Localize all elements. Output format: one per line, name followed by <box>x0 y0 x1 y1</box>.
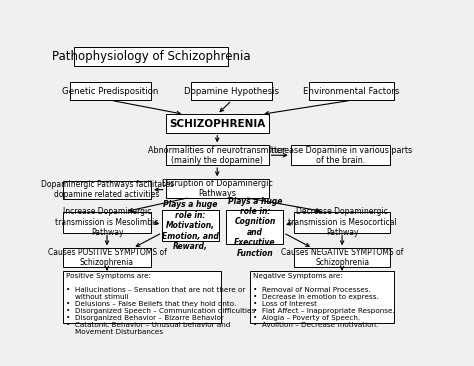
FancyBboxPatch shape <box>63 248 151 266</box>
FancyBboxPatch shape <box>250 271 393 323</box>
Text: Decrease Dopaminergic
transmission is Mesocortical
Pathway: Decrease Dopaminergic transmission is Me… <box>288 207 396 237</box>
FancyBboxPatch shape <box>294 212 390 233</box>
FancyBboxPatch shape <box>227 210 283 244</box>
Text: Genetic Predisposition: Genetic Predisposition <box>63 87 159 96</box>
FancyBboxPatch shape <box>294 248 390 266</box>
FancyBboxPatch shape <box>309 82 393 100</box>
FancyBboxPatch shape <box>63 180 151 199</box>
Text: Abnormalities of neurotransmitter
(mainly the dopamine): Abnormalities of neurotransmitter (mainl… <box>148 146 286 165</box>
Text: SCHIZOPHRENIA: SCHIZOPHRENIA <box>169 119 265 128</box>
FancyBboxPatch shape <box>63 212 151 233</box>
Text: Pathophysiology of Schizophrenia: Pathophysiology of Schizophrenia <box>52 50 250 63</box>
Text: Plays a huge
role in:
Motivation,
Emotion, and
Reward,: Plays a huge role in: Motivation, Emotio… <box>162 201 219 251</box>
Text: Increase Dopamine in various parts
of the brain.: Increase Dopamine in various parts of th… <box>269 146 412 165</box>
Text: Causes POSITIVE SYMPTOMS of
Schizophrenia: Causes POSITIVE SYMPTOMS of Schizophreni… <box>47 248 166 267</box>
FancyBboxPatch shape <box>162 210 219 241</box>
FancyBboxPatch shape <box>191 82 272 100</box>
Text: Plays a huge
role in:
Cognition
and
Executive
Function: Plays a huge role in: Cognition and Exec… <box>228 197 282 258</box>
FancyBboxPatch shape <box>74 47 228 67</box>
Text: Positive Symptoms are:

•  Hallucinations – Sensation that are not there or
    : Positive Symptoms are: • Hallucinations … <box>66 273 255 335</box>
Text: Causes NEGATIVE SYMPTOMS of
Schizophrenia: Causes NEGATIVE SYMPTOMS of Schizophreni… <box>281 248 403 267</box>
FancyBboxPatch shape <box>70 82 151 100</box>
FancyBboxPatch shape <box>63 271 221 323</box>
Text: Negative Symptoms are:

•  Removal of Normal Processes.
•  Decrease in emotion t: Negative Symptoms are: • Removal of Norm… <box>253 273 395 328</box>
FancyBboxPatch shape <box>166 145 269 165</box>
Text: Increase Dopaminergic
transmission is Mesolimbic
Pathway: Increase Dopaminergic transmission is Me… <box>55 207 159 237</box>
FancyBboxPatch shape <box>166 114 269 133</box>
Text: Environmental Factors: Environmental Factors <box>303 87 400 96</box>
Text: Disruption of Dopaminergic
Pathways: Disruption of Dopaminergic Pathways <box>162 179 273 198</box>
Text: Dopamine Hypothesis: Dopamine Hypothesis <box>184 87 279 96</box>
FancyBboxPatch shape <box>291 145 390 165</box>
FancyBboxPatch shape <box>166 179 269 198</box>
Text: Dopaminergic Pathways facilitates
dopamine related activities: Dopaminergic Pathways facilitates dopami… <box>41 180 173 199</box>
